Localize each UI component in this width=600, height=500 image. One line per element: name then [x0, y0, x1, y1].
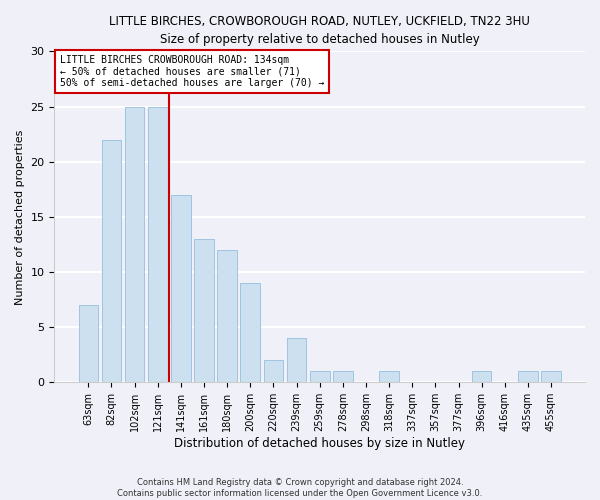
- Bar: [125, 106, 145, 382]
- Bar: [472, 372, 491, 382]
- Text: Contains HM Land Registry data © Crown copyright and database right 2024.
Contai: Contains HM Land Registry data © Crown c…: [118, 478, 482, 498]
- Bar: [310, 372, 329, 382]
- Bar: [263, 360, 283, 382]
- Bar: [541, 372, 561, 382]
- Bar: [333, 372, 353, 382]
- Bar: [79, 305, 98, 382]
- Title: LITTLE BIRCHES, CROWBOROUGH ROAD, NUTLEY, UCKFIELD, TN22 3HU
Size of property re: LITTLE BIRCHES, CROWBOROUGH ROAD, NUTLEY…: [109, 15, 530, 46]
- X-axis label: Distribution of detached houses by size in Nutley: Distribution of detached houses by size …: [174, 437, 465, 450]
- Bar: [217, 250, 237, 382]
- Bar: [379, 372, 399, 382]
- Bar: [241, 283, 260, 382]
- Bar: [194, 239, 214, 382]
- Bar: [101, 140, 121, 382]
- Text: LITTLE BIRCHES CROWBOROUGH ROAD: 134sqm
← 50% of detached houses are smaller (71: LITTLE BIRCHES CROWBOROUGH ROAD: 134sqm …: [60, 54, 324, 88]
- Y-axis label: Number of detached properties: Number of detached properties: [15, 129, 25, 304]
- Bar: [171, 195, 191, 382]
- Bar: [148, 106, 167, 382]
- Bar: [518, 372, 538, 382]
- Bar: [287, 338, 307, 382]
